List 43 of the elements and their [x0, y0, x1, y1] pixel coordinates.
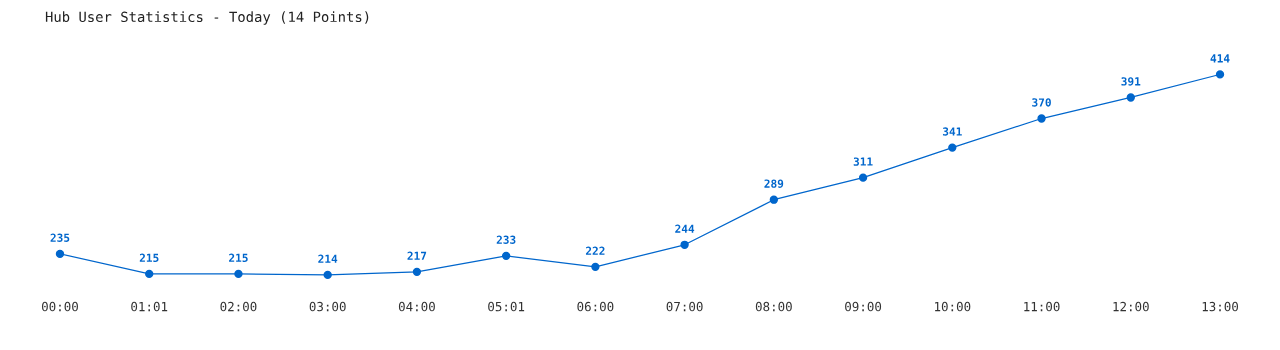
x-tick-label: 00:00	[41, 301, 78, 312]
data-label: 215	[139, 253, 159, 262]
point	[501, 251, 511, 261]
x-tick-label: 10:00	[935, 301, 971, 312]
data-label: 311	[853, 157, 873, 166]
data-label: 414	[1210, 54, 1230, 63]
point	[55, 249, 65, 258]
x-tick-label: 06:00	[577, 301, 614, 312]
point	[591, 262, 600, 272]
point	[948, 143, 957, 152]
point	[1215, 70, 1225, 79]
point	[1126, 93, 1135, 102]
point	[323, 270, 332, 280]
x-tick-label: 07:00	[666, 301, 703, 312]
point	[145, 269, 154, 279]
point	[858, 173, 868, 182]
point	[1037, 114, 1046, 123]
data-label: 217	[407, 251, 427, 260]
data-label: 244	[675, 224, 695, 233]
chart-title: Hub User Statistics - Today (14 Points)	[45, 11, 369, 25]
x-tick-label: 02:00	[220, 301, 257, 312]
data-label: 289	[764, 179, 784, 188]
x-tick-label: 09:00	[845, 301, 882, 312]
data-label: 370	[1032, 98, 1051, 107]
x-tick-label: 05:01	[488, 301, 525, 312]
x-tick-label: 01:01	[131, 301, 168, 312]
data-label: 214	[318, 254, 338, 263]
x-tick-label: 11:00	[1024, 301, 1060, 312]
x-tick-label: 13:00	[1202, 301, 1239, 312]
x-tick-label: 03:00	[309, 301, 346, 312]
point	[680, 240, 689, 249]
x-tick-label: 04:00	[398, 301, 435, 312]
point	[412, 267, 422, 277]
point	[769, 195, 779, 204]
data-label: 215	[229, 253, 248, 262]
point	[234, 269, 243, 279]
data-label: 341	[942, 127, 962, 136]
data-label: 391	[1121, 77, 1141, 86]
x-tick-label: 08:00	[755, 301, 792, 312]
data-label: 235	[50, 233, 70, 242]
data-label: 233	[496, 235, 516, 244]
data-label: 222	[585, 246, 605, 255]
x-tick-label: 12:00	[1113, 301, 1149, 312]
